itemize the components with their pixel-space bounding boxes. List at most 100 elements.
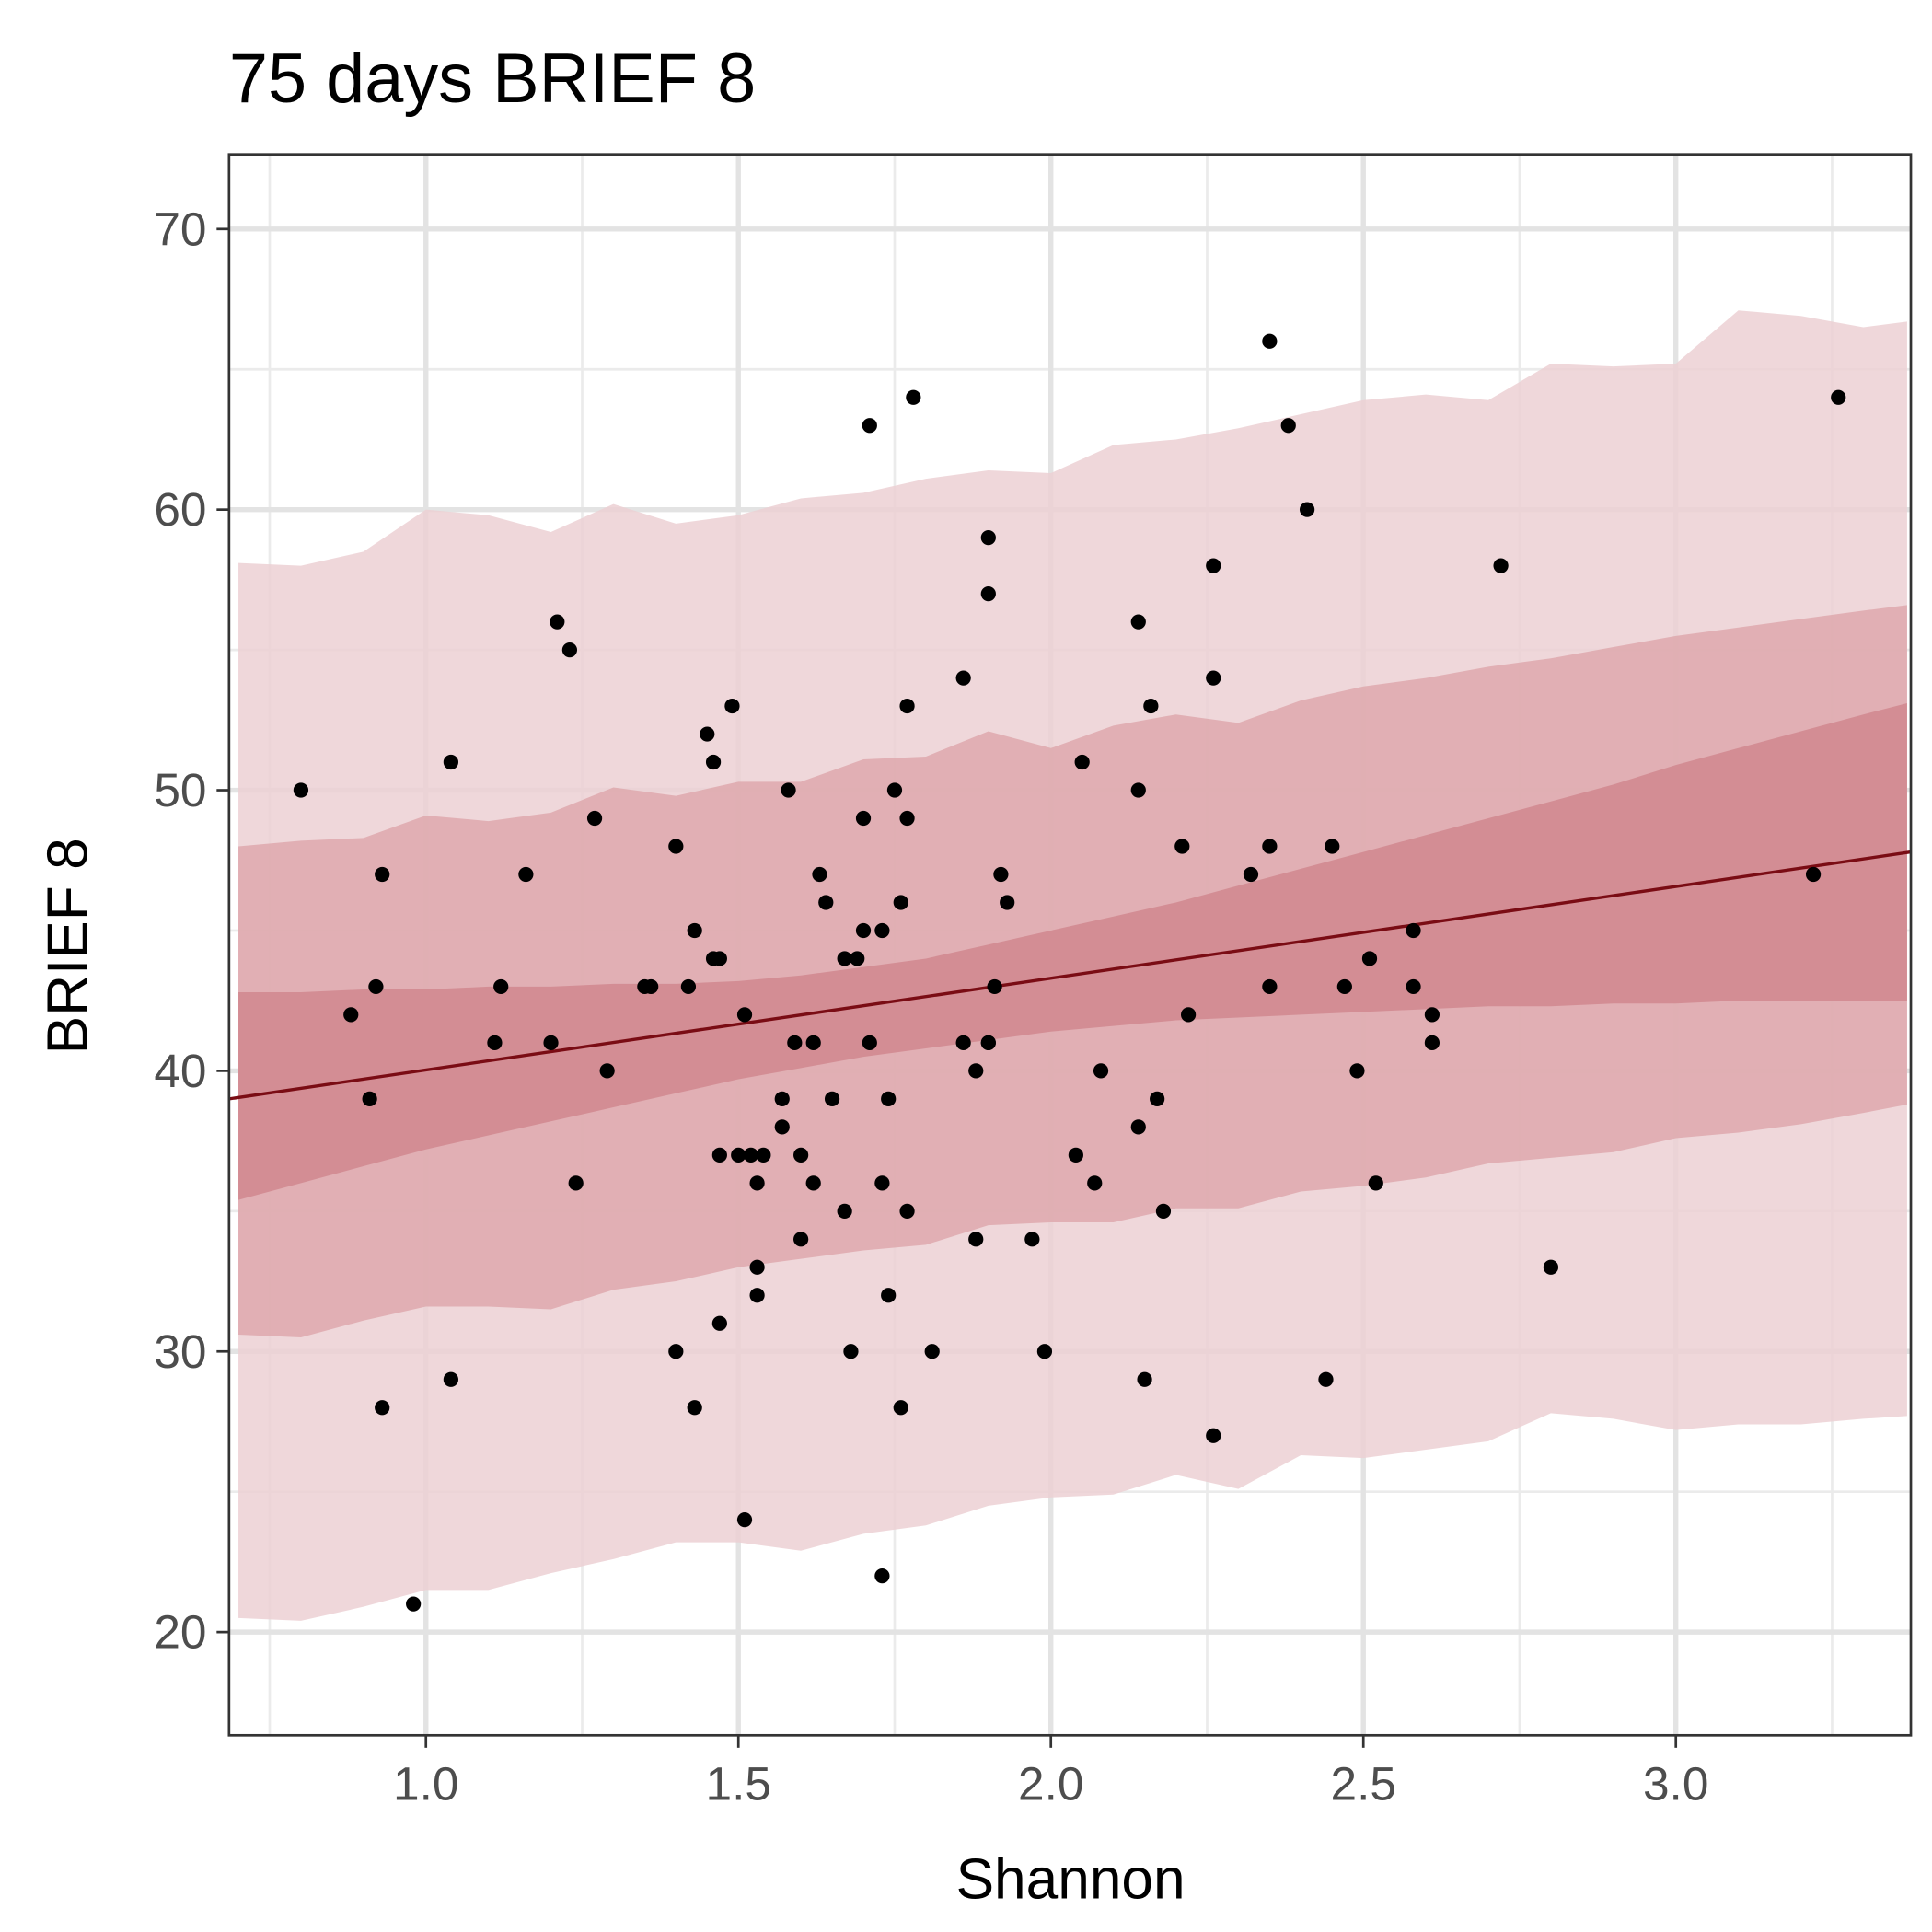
data-point — [680, 978, 697, 995]
data-point — [1174, 839, 1190, 854]
data-point — [743, 1147, 758, 1163]
data-point — [899, 810, 915, 827]
data-point — [1074, 754, 1090, 770]
data-point — [543, 1035, 559, 1051]
y-axis-title: BRIEF 8 — [37, 838, 100, 1054]
data-point — [1325, 839, 1340, 854]
data-point — [1336, 978, 1352, 995]
data-point — [368, 978, 384, 995]
data-point — [1361, 951, 1378, 966]
y-tick-label: 40 — [154, 1044, 206, 1097]
data-point — [812, 866, 827, 883]
data-point — [1318, 1371, 1334, 1387]
x-tick-label: 1.5 — [706, 1757, 771, 1811]
data-point — [881, 1091, 897, 1106]
data-point — [362, 1091, 377, 1106]
data-point — [980, 530, 996, 546]
data-point — [343, 1007, 359, 1023]
data-point — [1143, 698, 1159, 714]
data-point — [1130, 782, 1146, 798]
data-point — [1262, 978, 1278, 995]
data-point — [1493, 558, 1509, 573]
data-point — [874, 922, 890, 939]
data-point — [1130, 614, 1146, 630]
data-point — [711, 1147, 727, 1163]
data-point — [643, 978, 659, 995]
data-point — [1406, 922, 1421, 939]
fit-line — [228, 850, 1912, 1101]
data-point — [1206, 1428, 1221, 1443]
data-point — [818, 895, 834, 910]
data-point — [924, 1344, 940, 1359]
data-point — [837, 951, 852, 966]
data-point — [493, 978, 509, 995]
data-point — [1000, 895, 1015, 910]
data-point — [980, 586, 996, 602]
data-point — [993, 866, 1009, 883]
data-point — [837, 1203, 852, 1219]
data-point — [774, 1119, 790, 1135]
panel-border — [227, 153, 1913, 1737]
data-point — [1280, 418, 1296, 434]
data-point — [586, 810, 603, 827]
data-point — [736, 1007, 753, 1023]
data-point — [687, 922, 702, 939]
data-point — [855, 810, 872, 827]
data-point — [1831, 389, 1846, 405]
data-point — [1299, 502, 1315, 517]
data-point — [406, 1596, 422, 1612]
data-point — [1262, 839, 1278, 854]
data-point — [781, 782, 796, 798]
data-point — [843, 1344, 859, 1359]
data-point — [700, 726, 715, 742]
data-point — [711, 951, 727, 966]
data-point — [487, 1035, 503, 1051]
data-point — [893, 895, 908, 910]
data-point — [1805, 866, 1822, 883]
data-point — [955, 670, 971, 686]
data-point — [1068, 1147, 1083, 1163]
data-point — [599, 1063, 615, 1079]
x-axis-title: Shannon — [956, 1847, 1186, 1911]
data-point — [968, 1232, 984, 1247]
plot-layer — [228, 310, 1912, 1621]
data-point — [805, 1175, 821, 1191]
x-tick-label: 1.0 — [393, 1757, 458, 1811]
data-point — [968, 1063, 984, 1079]
data-point — [687, 1400, 702, 1416]
data-point — [1137, 1371, 1152, 1387]
data-point — [1243, 866, 1259, 883]
data-point — [668, 1344, 684, 1359]
data-point — [1424, 1007, 1440, 1023]
data-point — [443, 754, 459, 770]
x-tick-label: 2.0 — [1018, 1757, 1083, 1811]
data-point — [805, 1035, 821, 1051]
data-point — [293, 782, 309, 798]
data-point — [955, 1035, 971, 1051]
data-point — [787, 1035, 803, 1051]
data-point — [1087, 1175, 1103, 1191]
data-point — [1262, 333, 1278, 349]
data-point — [1150, 1091, 1165, 1106]
data-point — [749, 1259, 765, 1275]
data-point — [874, 1175, 890, 1191]
data-point — [705, 754, 722, 770]
data-point — [1155, 1203, 1172, 1219]
data-point — [375, 866, 390, 883]
data-point — [874, 1568, 890, 1584]
data-point — [793, 1232, 809, 1247]
data-point — [1206, 558, 1221, 573]
data-point — [724, 698, 740, 714]
data-point — [1093, 1063, 1109, 1079]
data-point — [1036, 1344, 1053, 1359]
y-tick-label: 70 — [154, 202, 206, 255]
data-point — [736, 1512, 753, 1528]
y-tick-label: 20 — [154, 1605, 206, 1659]
data-point — [906, 389, 921, 405]
data-point — [1349, 1063, 1365, 1079]
y-tick-label: 30 — [154, 1325, 206, 1378]
data-point — [1130, 1119, 1146, 1135]
data-point — [862, 418, 877, 434]
data-point — [375, 1400, 390, 1416]
